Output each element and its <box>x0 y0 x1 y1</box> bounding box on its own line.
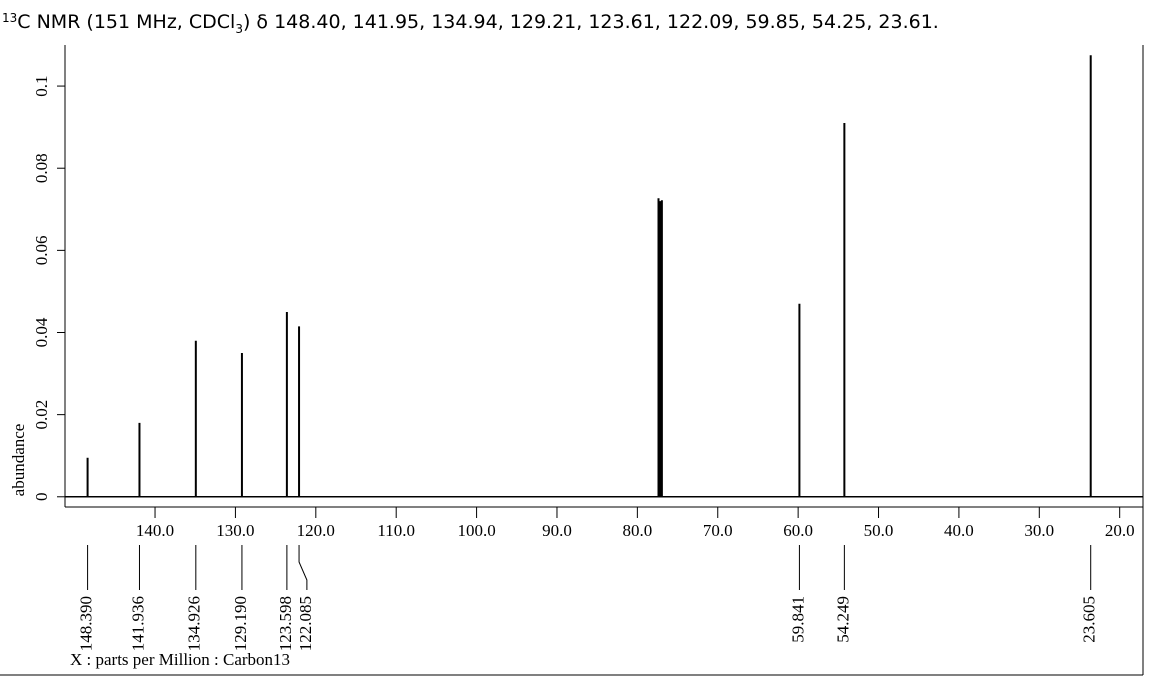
x-tick-label: 130.0 <box>216 521 254 540</box>
x-tick-label: 90.0 <box>542 521 572 540</box>
peak-label: 141.936 <box>128 596 147 651</box>
x-tick-label: 100.0 <box>457 521 495 540</box>
peak-label: 148.390 <box>76 596 95 651</box>
peak-label: 123.598 <box>276 596 295 651</box>
title-pre: C NMR (151 MHz, CDCl <box>17 11 235 33</box>
y-tick-label: 0.04 <box>32 317 51 347</box>
peak-label: 122.085 <box>296 596 315 651</box>
y-tick-label: 0 <box>32 493 51 502</box>
peak-leader <box>298 545 308 590</box>
y-tick-label: 0.06 <box>32 235 51 265</box>
x-tick-label: 80.0 <box>622 521 652 540</box>
y-tick-label: 0.1 <box>32 75 51 96</box>
x-tick-label: 110.0 <box>377 521 415 540</box>
y-tick-label: 0.02 <box>32 400 51 430</box>
x-tick-label: 20.0 <box>1105 521 1135 540</box>
peak-label: 54.249 <box>833 596 852 643</box>
title-sup: 13 <box>2 11 17 25</box>
x-tick-label: 140.0 <box>136 521 174 540</box>
x-tick-label: 120.0 <box>297 521 335 540</box>
peak-label: 129.190 <box>231 596 250 651</box>
y-axis-label: abundance <box>9 424 28 497</box>
x-tick-label: 70.0 <box>703 521 733 540</box>
peak-label: 23.605 <box>1080 596 1099 643</box>
title-sub: 3 <box>235 22 243 36</box>
x-tick-label: 40.0 <box>944 521 974 540</box>
peak-label: 134.926 <box>185 596 204 651</box>
chart-title: 13C NMR (151 MHz, CDCl3) δ 148.40, 141.9… <box>2 11 939 36</box>
title-post: ) δ 148.40, 141.95, 134.94, 129.21, 123.… <box>243 11 939 33</box>
x-tick-label: 30.0 <box>1024 521 1054 540</box>
peak-label: 59.841 <box>788 596 807 643</box>
x-tick-label: 50.0 <box>864 521 894 540</box>
x-tick-label: 60.0 <box>783 521 813 540</box>
x-axis-label: X : parts per Million : Carbon13 <box>70 650 290 669</box>
y-tick-label: 0.08 <box>32 153 51 183</box>
